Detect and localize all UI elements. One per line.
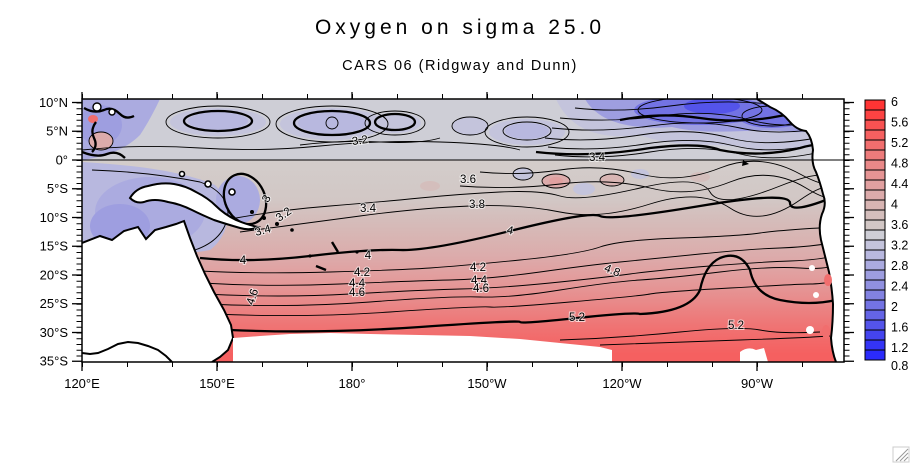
lon-tick-label: 150°E (199, 376, 235, 391)
colorbar-cell (864, 229, 886, 241)
colorbar-tick-label: 4 (891, 198, 898, 212)
contour-label: 3.8 (469, 199, 485, 211)
colorbar-cell (864, 259, 886, 271)
colorbar-tick-label: 2.4 (891, 280, 908, 294)
resize-grip-icon[interactable] (892, 446, 910, 463)
colorbar-tick-label: 1.6 (891, 321, 908, 335)
colorbar-tick-label: 5.2 (891, 136, 908, 150)
lat-tick-label: 10°S (40, 210, 69, 225)
axes-frame (72, 92, 854, 371)
colorbar-tick-label: 2 (891, 300, 898, 314)
contour-label-layer: 3.2 3.4 3.4 3.6 3.8 3.2 3.4 3 4 4 4 4.2 … (239, 133, 745, 333)
contour-label: 3.6 (460, 174, 476, 186)
colorbar-tick-label: 3.2 (891, 239, 908, 253)
contour-label: 3.4 (254, 223, 273, 239)
contour-label: 3.4 (360, 203, 377, 215)
colorbar-tick-label: 3.6 (891, 218, 908, 232)
contour-label: 4 (506, 224, 515, 237)
colorbar-cell (864, 279, 886, 291)
contour-label: 5.2 (569, 312, 585, 324)
colorbar-cell (864, 299, 886, 311)
contour-label: 3.4 (589, 152, 606, 164)
colorbar-tick-label: 5.6 (891, 116, 908, 130)
colorbar-tick-label: 4.4 (891, 177, 908, 191)
colorbar-cell (864, 339, 886, 351)
contour-label: 4 (365, 250, 372, 262)
colorbar-tick-label: 1.2 (891, 341, 908, 355)
contour-label: 4.4 (471, 275, 488, 287)
contour-label: 3.2 (351, 134, 369, 148)
lat-tick-label: 15°S (40, 239, 69, 254)
figure-subtitle: CARS 06 (Ridgway and Dunn) (342, 58, 578, 74)
colorbar-cell (864, 169, 886, 181)
colorbar-cell (864, 129, 886, 141)
contour-label: 4.4 (349, 278, 366, 290)
contour-label: 5.2 (728, 320, 744, 332)
land-layer (82, 99, 844, 362)
lon-tick-label: 120°E (64, 376, 100, 391)
lat-tick-label: 10°N (39, 95, 68, 110)
colorbar-cell (864, 319, 886, 331)
lon-tick-label: 180° (339, 376, 366, 391)
colorbar-cell (864, 139, 886, 151)
contour-label: 4.6 (349, 287, 365, 299)
colorbar-tick-label: 0.8 (891, 359, 908, 373)
colorbar-cell (864, 159, 886, 171)
colorbar-cell (864, 269, 886, 281)
colorbar-cell (864, 149, 886, 161)
colorbar-cell (864, 199, 886, 211)
lat-tick-label: 5°N (46, 124, 68, 139)
figure-title: Oxygen on sigma 25.0 (315, 16, 605, 39)
latitude-axis-labels: 10°N 5°N 0° 5°S 10°S 15°S 20°S 25°S 30°S… (39, 95, 68, 369)
colorbar-tick-label: 6 (891, 95, 898, 109)
longitude-axis-labels: 120°E 150°E 180° 150°W 120°W 90°W (64, 376, 773, 391)
contour-label: 4 (240, 255, 247, 267)
colorbar-cell (864, 249, 886, 261)
lat-tick-label: 20°S (40, 268, 69, 283)
colorbar-cell (864, 109, 886, 121)
lon-tick-label: 120°W (602, 376, 642, 391)
colorbar-cell (864, 289, 886, 301)
colorbar-cell (864, 329, 886, 341)
colorbar-cell (864, 179, 886, 191)
lat-tick-label: 0° (56, 153, 68, 168)
colorbar-cell (864, 119, 886, 131)
lat-tick-label: 35°S (40, 354, 69, 369)
lat-tick-label: 25°S (40, 296, 69, 311)
contour-label: 4.2 (354, 267, 370, 279)
colorbar-tick-label: 2.8 (891, 259, 908, 273)
contour-label: 4.2 (470, 262, 486, 274)
contour-label: 4.6 (473, 283, 489, 295)
lon-tick-label: 90°W (741, 376, 774, 391)
colorbar-tick-label: 4.8 (891, 157, 908, 171)
colorbar-cell (864, 219, 886, 231)
colorbar-cell (864, 99, 886, 111)
colorbar-cell (864, 239, 886, 251)
colorbar-cell (864, 309, 886, 321)
colorbar-tick-labels: 6 5.6 5.2 4.8 4.4 4 3.6 3.2 2.8 2.4 2 1.… (891, 95, 908, 373)
colorbar: 6 5.6 5.2 4.8 4.4 4 3.6 3.2 2.8 2.4 2 1.… (864, 95, 908, 373)
colorbar-cell (864, 349, 886, 361)
lat-tick-label: 5°S (47, 181, 68, 196)
lat-tick-label: 30°S (40, 325, 69, 340)
colorbar-cell (864, 209, 886, 221)
colorbar-cell (864, 189, 886, 201)
contour-label: 4.6 (245, 288, 261, 307)
lon-tick-label: 150°W (467, 376, 507, 391)
